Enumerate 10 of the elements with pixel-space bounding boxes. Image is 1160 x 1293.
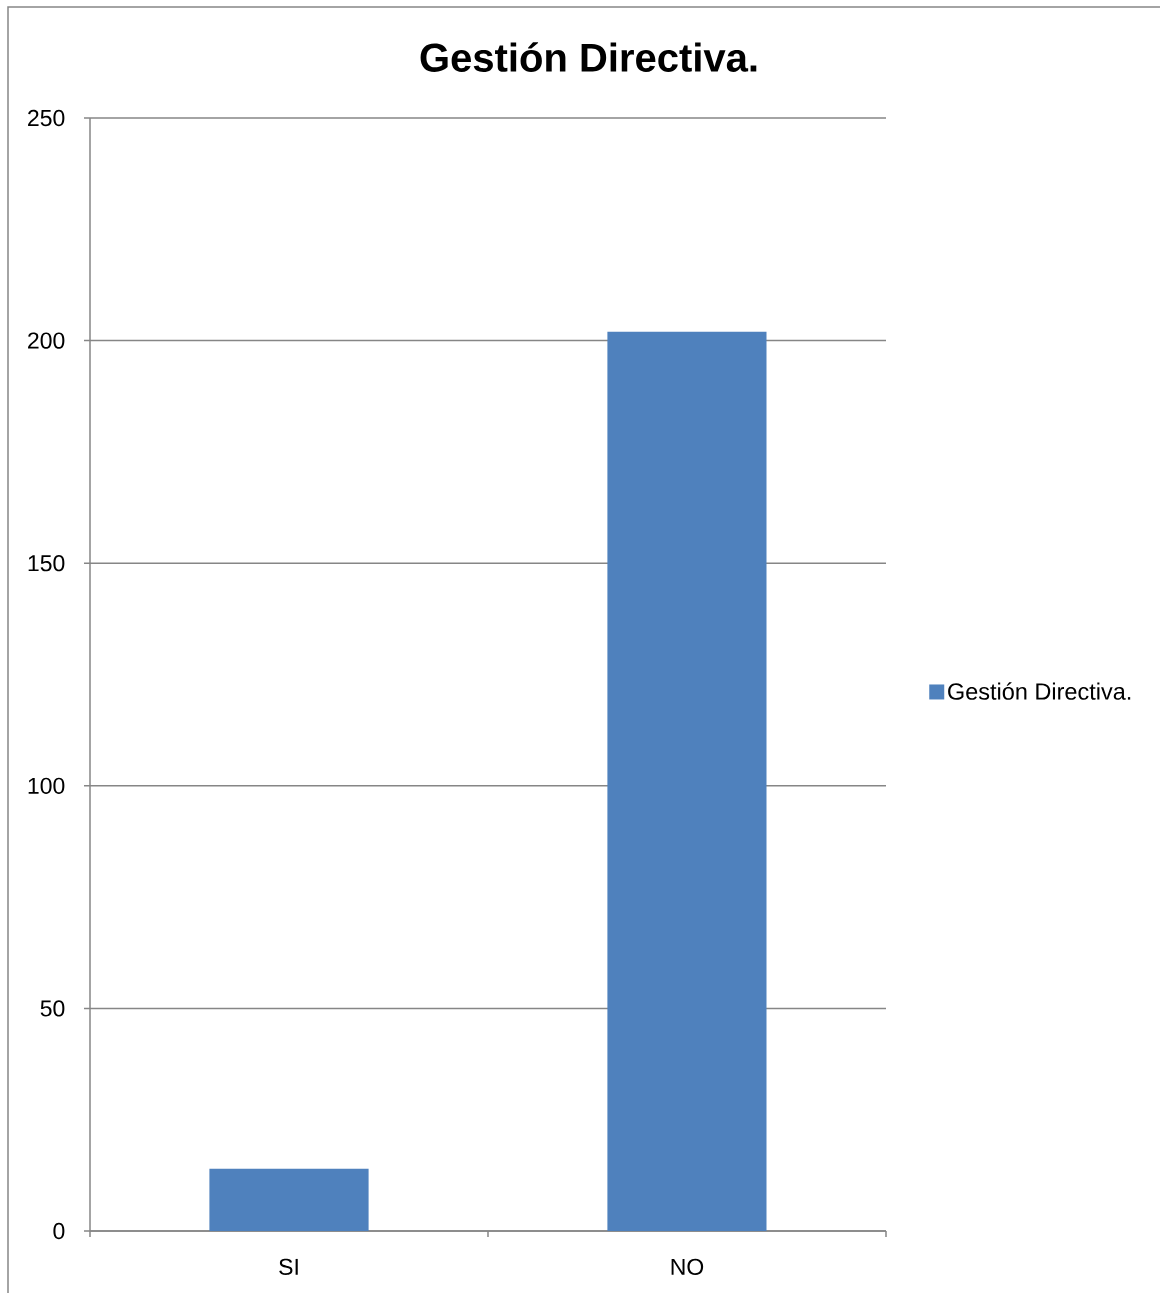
y-tick-label: 200	[28, 332, 65, 349]
y-tick-label: 250	[28, 109, 65, 127]
chart-title: Gestión Directiva.	[420, 42, 757, 72]
x-tick-label: NO	[671, 1258, 704, 1275]
legend-label: Gestión Directiva.	[948, 682, 1131, 700]
x-tick-label: SI	[279, 1258, 298, 1275]
y-tick-label: 50	[40, 1000, 65, 1017]
y-tick-label: 150	[28, 555, 65, 572]
y-tick-label: 0	[53, 1222, 65, 1240]
y-tick-label: 100	[28, 777, 65, 794]
